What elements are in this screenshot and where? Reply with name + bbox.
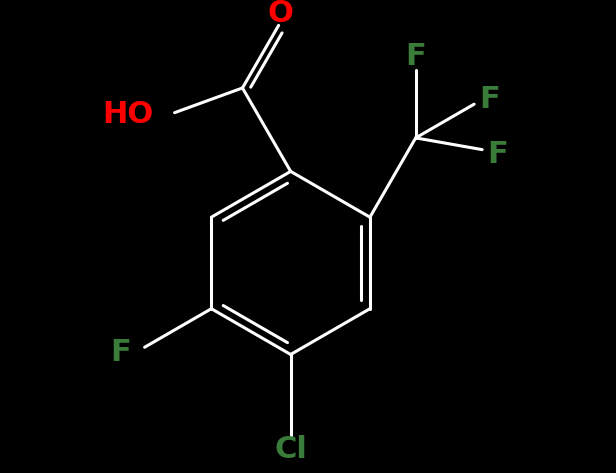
Text: F: F [479,85,500,114]
Text: Cl: Cl [274,435,307,464]
Text: F: F [110,338,131,367]
Text: F: F [405,43,426,71]
Text: HO: HO [102,100,153,129]
Text: F: F [487,140,508,169]
Text: O: O [267,0,293,28]
